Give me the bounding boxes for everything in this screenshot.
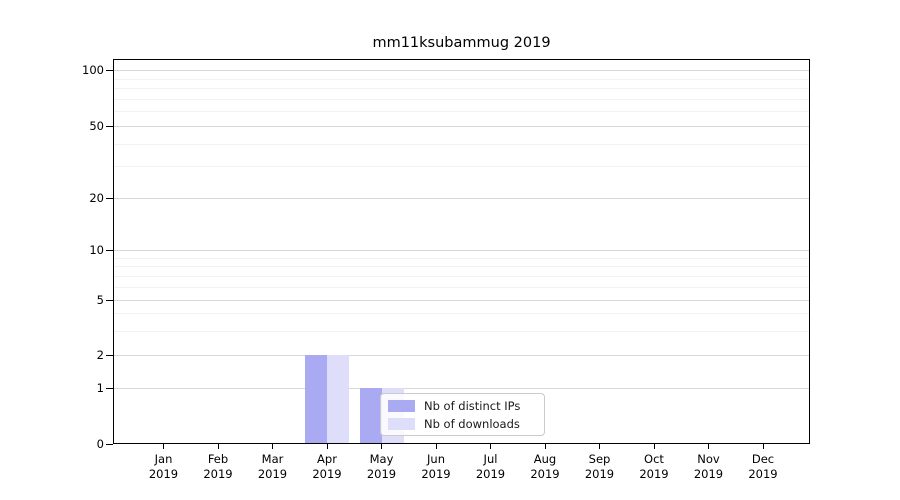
legend-row: Nb of distinct IPs: [381, 397, 544, 415]
x-tick-mark: [762, 444, 764, 449]
y-major-gridline: [114, 70, 809, 71]
y-tick-label: 20: [89, 191, 104, 205]
y-minor-gridline: [114, 78, 809, 80]
y-minor-gridline: [114, 143, 809, 145]
y-tick-label: 2: [96, 348, 104, 362]
y-tick-label: 5: [96, 293, 104, 307]
x-tick-mark: [217, 444, 219, 449]
x-tick-label-year: 2019: [693, 467, 724, 481]
y-tick-mark: [106, 387, 113, 389]
x-tick-label: Feb 2019: [188, 452, 248, 482]
bar-distinct-ips: [305, 355, 327, 443]
y-major-gridline: [114, 355, 809, 356]
y-minor-gridline: [114, 266, 809, 268]
x-tick-mark: [599, 444, 600, 449]
y-minor-gridline: [114, 166, 809, 168]
y-minor-gridline: [114, 286, 809, 288]
y-minor-gridline: [114, 330, 809, 332]
y-tick-mark: [106, 443, 113, 445]
x-tick-label-year: 2019: [312, 467, 342, 481]
x-tick-label-month: Jul: [483, 452, 498, 466]
x-tick-label: Dec 2019: [733, 452, 793, 482]
legend-label: Nb of downloads: [424, 417, 520, 431]
x-tick-mark: [326, 444, 328, 449]
x-tick-label-month: Apr: [317, 452, 337, 466]
y-minor-gridline: [114, 313, 809, 315]
legend: Nb of distinct IPs Nb of downloads: [380, 393, 545, 436]
x-tick-label-month: Dec: [751, 452, 775, 466]
x-tick-label-month: Oct: [644, 452, 664, 466]
y-tick-mark: [106, 125, 113, 127]
x-tick-label-year: 2019: [584, 467, 615, 481]
x-tick-label-year: 2019: [148, 467, 179, 481]
x-tick-label-year: 2019: [257, 467, 288, 481]
y-tick-mark: [106, 197, 113, 199]
x-tick-label-month: Aug: [533, 452, 557, 466]
x-tick-label-year: 2019: [366, 467, 397, 481]
y-tick-label: 50: [89, 119, 104, 133]
bar-distinct-ips: [359, 388, 382, 443]
y-minor-gridline: [114, 111, 809, 113]
x-tick-label-month: Nov: [697, 452, 720, 466]
y-tick-label: 0: [96, 437, 104, 451]
x-tick-label: Jul 2019: [461, 452, 521, 482]
x-tick-label: Jun 2019: [406, 452, 466, 482]
x-tick-label: May 2019: [352, 452, 412, 482]
y-major-gridline: [114, 126, 809, 127]
x-tick-label: Oct 2019: [624, 452, 684, 482]
chart-title: mm11ksubammug 2019: [372, 35, 551, 51]
y-tick-mark: [106, 69, 113, 71]
x-tick-mark: [653, 444, 655, 449]
y-minor-gridline: [114, 98, 809, 100]
y-major-gridline: [114, 300, 809, 301]
x-tick-mark: [163, 444, 164, 449]
x-tick-label-month: May: [369, 452, 394, 466]
y-tick-label: 100: [82, 63, 104, 77]
legend-row: Nb of downloads: [381, 415, 544, 433]
x-tick-label: Aug 2019: [515, 452, 575, 482]
y-major-gridline: [114, 250, 809, 251]
x-tick-label-year: 2019: [421, 467, 451, 481]
x-tick-label-month: Sep: [588, 452, 611, 466]
x-tick-label: Sep 2019: [570, 452, 630, 482]
legend-label: Nb of distinct IPs: [424, 399, 521, 413]
x-tick-label-month: Mar: [261, 452, 284, 466]
y-major-gridline: [114, 198, 809, 199]
x-tick-label-month: Feb: [207, 452, 229, 466]
x-tick-label: Jan 2019: [134, 452, 194, 482]
x-tick-mark: [381, 444, 382, 449]
x-tick-mark: [435, 444, 437, 449]
y-minor-gridline: [114, 88, 809, 90]
x-tick-mark: [708, 444, 709, 449]
y-tick-label: 1: [96, 381, 104, 395]
x-tick-label-year: 2019: [748, 467, 778, 481]
plot-area: [113, 59, 810, 444]
y-major-gridline: [114, 388, 809, 389]
x-tick-mark: [490, 444, 491, 449]
x-tick-label-month: Jan: [154, 452, 173, 466]
x-tick-label-month: Jun: [427, 452, 445, 466]
y-tick-label: 10: [89, 243, 104, 257]
y-minor-gridline: [114, 275, 809, 277]
x-tick-mark: [272, 444, 273, 449]
y-tick-mark: [106, 299, 113, 301]
x-tick-label-year: 2019: [475, 467, 506, 481]
legend-swatch: [388, 418, 415, 430]
y-minor-gridline: [114, 257, 809, 259]
x-tick-label: Nov 2019: [679, 452, 739, 482]
x-tick-label-year: 2019: [203, 467, 233, 481]
bar-downloads: [327, 355, 349, 443]
x-tick-label: Apr 2019: [297, 452, 357, 482]
x-tick-label-year: 2019: [639, 467, 669, 481]
x-tick-mark: [544, 444, 546, 449]
legend-swatch: [388, 400, 415, 412]
x-tick-label: Mar 2019: [243, 452, 303, 482]
y-tick-mark: [106, 249, 113, 251]
x-tick-label-year: 2019: [530, 467, 560, 481]
y-tick-mark: [106, 354, 113, 356]
